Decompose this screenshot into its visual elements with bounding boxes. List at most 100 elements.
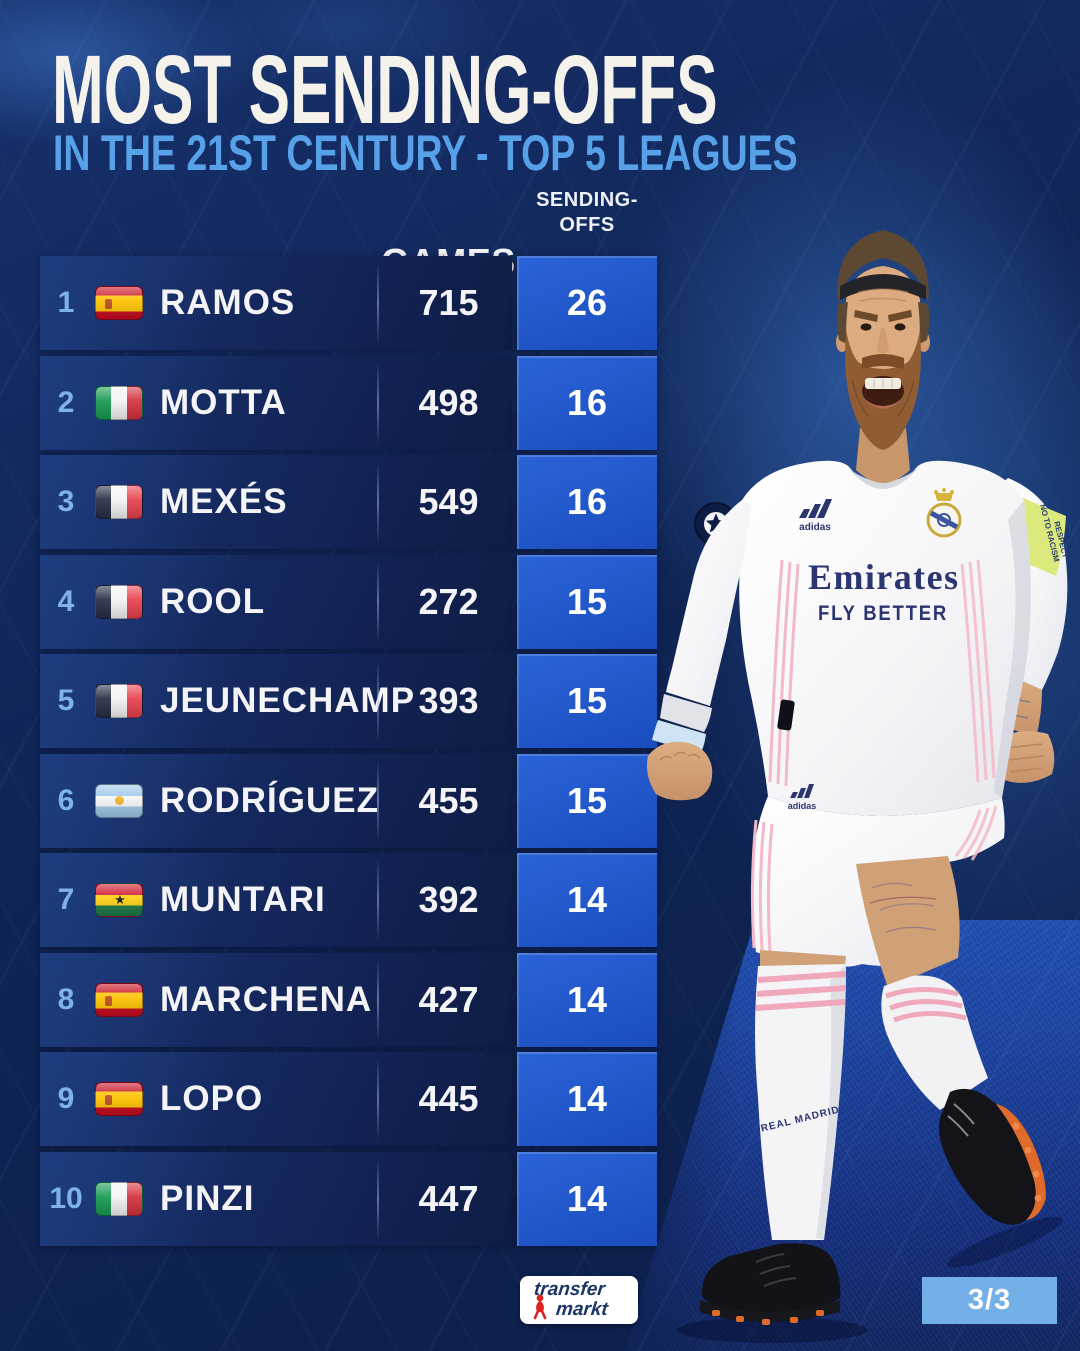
sending-offs-value: 26: [566, 282, 608, 323]
table-row: 1 RAMOS 715 26: [40, 256, 657, 350]
sending-offs-cell: 14: [517, 1052, 657, 1146]
column-divider: [377, 461, 379, 543]
player-name: LOPO: [160, 1079, 264, 1118]
right-boot-sole: [996, 1104, 1046, 1220]
games-value: 445: [418, 1078, 479, 1119]
sending-offs-value: 16: [566, 481, 608, 522]
left-sock: [755, 964, 846, 1240]
column-divider: [377, 660, 379, 742]
player-name: ROOL: [160, 581, 266, 621]
games-value: 392: [418, 879, 479, 920]
teeth-lines: [873, 379, 893, 388]
right-boot: [939, 1088, 1036, 1225]
sending-offs-value: 15: [566, 779, 608, 821]
knuckle-lines: [659, 751, 701, 761]
page-subtitle: IN THE 21ST CENTURY - TOP 5 LEAGUES: [53, 125, 798, 181]
boot-shadow: [677, 1317, 867, 1343]
player-photo: NO TO RACISM RESPECT: [647, 230, 1070, 1343]
cuff: [660, 694, 712, 732]
table-row: 3 MEXÉS 549 16: [40, 455, 657, 549]
player-name: JEUNECHAMP: [160, 681, 416, 720]
games-value: 447: [418, 1177, 479, 1219]
stud: [736, 1316, 744, 1322]
stud: [1012, 1122, 1020, 1130]
sending-offs-cell: 16: [517, 455, 657, 549]
pink-stripes-right: [960, 559, 996, 783]
column-header-sending-offs: SENDING- OFFS: [517, 188, 657, 238]
right-thigh: [856, 856, 960, 988]
rank-label: 4: [57, 584, 75, 618]
country-flag-icon: [95, 286, 143, 320]
left-boot: [701, 1243, 841, 1319]
neck: [856, 428, 910, 483]
rank-label: 1: [57, 286, 75, 319]
left-sleeve: [666, 500, 752, 706]
country-flag-icon: [95, 982, 143, 1017]
rank-label: 10: [49, 1181, 83, 1215]
boot-laces: [755, 1253, 797, 1287]
shirt-sponsor-text: Emirates: [808, 557, 958, 597]
stud: [762, 1319, 770, 1325]
nose: [877, 328, 889, 354]
country-flag-icon: [95, 385, 143, 420]
transfermarkt-logo: transfer markt: [520, 1276, 638, 1324]
games-value: 393: [418, 680, 479, 721]
column-divider: [377, 859, 379, 941]
page-title: MOST SENDING-OFFS: [52, 35, 718, 144]
rank-label: 9: [57, 1082, 75, 1115]
stud: [712, 1310, 720, 1316]
table-row: 4 ROOL 272 15: [40, 554, 657, 649]
sending-offs-cell: 14: [517, 1151, 657, 1246]
sending-offs-value: 15: [566, 680, 608, 721]
games-value: 715: [418, 282, 479, 323]
sending-offs-cell: 15: [517, 654, 657, 748]
brand-text-bottom: markt: [554, 1299, 609, 1320]
player-name: PINZI: [160, 1178, 255, 1218]
shorts-stripes-left: [750, 819, 774, 953]
collar: [848, 468, 918, 489]
table-row: 7 MUNTARI 392 14: [40, 853, 657, 947]
stud: [1024, 1146, 1032, 1154]
sending-offs-cell: 16: [517, 355, 657, 450]
adidas-logo-icon: adidas: [799, 499, 832, 533]
sending-offs-cell: 14: [517, 952, 657, 1047]
games-value: 427: [418, 978, 479, 1020]
hem-tag: [777, 699, 795, 731]
column-header-sending-offs-line1: SENDING-: [536, 189, 638, 211]
forehead-lines: [857, 288, 909, 302]
column-divider: [377, 759, 379, 842]
column-divider: [377, 1058, 379, 1140]
player-name: RODRÍGUEZ: [160, 780, 379, 820]
games-value: 498: [418, 381, 479, 423]
right-sock: [881, 975, 988, 1110]
page-indicator-badge: 3/3: [922, 1277, 1057, 1324]
country-flag-icon: [95, 783, 143, 818]
right-sock-hoops: [885, 986, 967, 1023]
jersey: [739, 460, 1031, 816]
stud: [1034, 1194, 1042, 1202]
eyebrow: [854, 310, 878, 322]
pink-stripes-left: [768, 559, 800, 787]
sending-offs-cell: 15: [517, 554, 657, 649]
thigh-tattoo-script: [869, 896, 937, 904]
rank-label: 8: [57, 982, 75, 1016]
shorts-stripes-right: [954, 805, 998, 861]
player-name: MEXÉS: [160, 482, 288, 521]
table-row: 5 JEUNECHAMP 393 15: [40, 654, 657, 748]
column-divider: [377, 560, 379, 643]
rank-label: 6: [57, 783, 75, 817]
hair-side: [836, 302, 848, 344]
sending-offs-value: 14: [566, 978, 608, 1020]
sending-offs-value: 16: [566, 381, 608, 423]
games-value: 272: [418, 580, 479, 622]
table-row: 2 MOTTA 498 16: [40, 355, 657, 450]
country-flag-icon: [95, 1082, 143, 1116]
games-value: 455: [418, 779, 479, 821]
hair: [837, 230, 929, 304]
mustache: [862, 354, 904, 369]
finger-lines: [1005, 743, 1045, 773]
country-flag-icon: [95, 883, 143, 917]
country-flag-icon: [95, 684, 143, 718]
shorts-adidas-logo-icon: adidas: [788, 784, 816, 811]
